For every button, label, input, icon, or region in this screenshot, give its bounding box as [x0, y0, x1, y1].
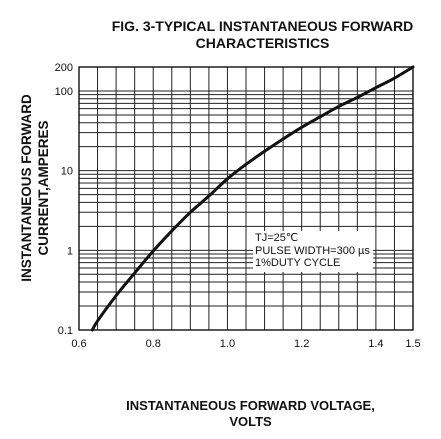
x-tick-label: 0.8 [146, 338, 161, 350]
x-tick-label: 1.5 [405, 338, 420, 350]
y-tick-label: 200 [55, 62, 73, 74]
annotation-line-pulse-width: PULSE WIDTH=300 µs [255, 244, 370, 257]
chart-title-line-2: CHARACTERISTICS [195, 35, 330, 51]
y-tick-label: 10 [61, 166, 73, 178]
grid-lines [78, 66, 414, 331]
tick-labels: 0.6 0.8 1.0 1.2 1.4 1.5 0.1 1 10 100 200 [55, 62, 421, 350]
annotation-line-tj: TJ=25℃ [255, 232, 299, 244]
x-tick-label: 0.6 [71, 338, 86, 350]
chart-title: FIG. 3-TYPICAL INSTANTANEOUS FORWARD CHA… [84, 18, 441, 52]
x-tick-label: 1.0 [220, 338, 235, 350]
test-conditions-annotation: TJ=25℃ PULSE WIDTH=300 µs 1%DUTY CYCLE [253, 231, 373, 272]
x-tick-label: 1.2 [294, 338, 309, 350]
annotation-line-duty-cycle: 1%DUTY CYCLE [255, 257, 341, 269]
x-axis-label-line-1: INSTANTANEOUS FORWARD VOLTAGE, [126, 398, 375, 413]
x-tick-label: 1.4 [368, 338, 383, 350]
y-tick-label: 1 [67, 245, 73, 257]
y-tick-label: 100 [55, 86, 73, 98]
forward-characteristic-curve [90, 65, 415, 332]
y-tick-label: 0.1 [58, 325, 73, 337]
plot-frame [78, 66, 414, 331]
series-layer [90, 65, 415, 332]
chart-title-line-1: FIG. 3-TYPICAL INSTANTANEOUS FORWARD [111, 18, 414, 34]
x-axis-label: INSTANTANEOUS FORWARD VOLTAGE, VOLTS [60, 398, 441, 430]
x-axis-label-line-2: VOLTS [229, 414, 272, 429]
